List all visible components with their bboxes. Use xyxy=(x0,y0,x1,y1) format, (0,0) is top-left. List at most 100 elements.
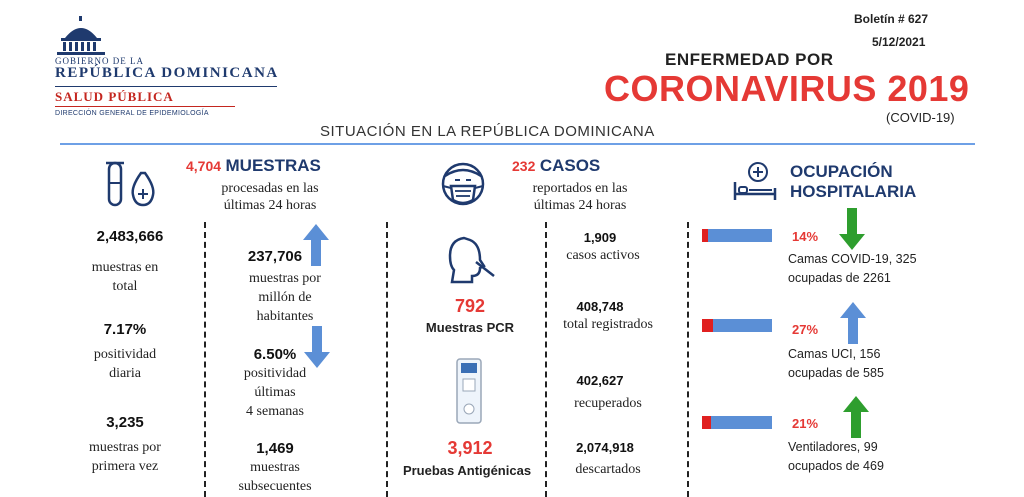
positividad-semanas-label-3: 4 semanas xyxy=(246,404,304,419)
total-registrados-label: total registrados xyxy=(563,317,653,332)
positividad-semanas-label: positividad últimas 4 semanas xyxy=(215,364,335,421)
muestras-header-sub-1: procesadas en las xyxy=(221,181,319,196)
muestras-total-label-2: total xyxy=(112,279,138,294)
muestras-header-word: MUESTRAS xyxy=(225,156,321,175)
subsecuentes-label-2: subsecuentes xyxy=(238,479,312,494)
occupancy-bar-ventiladores xyxy=(702,416,772,429)
antigen-label: Pruebas Antigénicas xyxy=(402,463,532,478)
logo-divider-red xyxy=(55,106,235,107)
primera-vez-label-1: muestras por xyxy=(89,440,161,455)
title-paren: (COVID-19) xyxy=(886,110,955,125)
recuperados-value: 402,627 xyxy=(576,373,624,388)
test-tube-blood-drop-icon xyxy=(106,161,155,207)
positividad-semanas-label-1: positividad xyxy=(243,366,307,381)
arrow-up-green-icon xyxy=(843,396,869,438)
camas-covid-label: Camas COVID-19, 325 ocupadas de 2261 xyxy=(788,250,978,288)
arrow-down-icon xyxy=(304,326,330,368)
page-subtitle: SITUACIÓN EN LA REPÚBLICA DOMINICANA xyxy=(320,123,655,140)
antigen-test-icon xyxy=(456,358,482,424)
pcr-label: Muestras PCR xyxy=(425,320,515,335)
camas-uci-label-1: Camas UCI, 156 xyxy=(788,347,881,361)
casos-activos-value: 1,909 xyxy=(583,230,617,245)
arrow-up-blue-icon xyxy=(840,302,866,344)
logo-line-3: SALUD PÚBLICA xyxy=(55,89,174,104)
descartados-label: descartados xyxy=(575,462,641,477)
muestras-millon-value: 237,706 xyxy=(247,248,303,265)
muestras-header: 4,704 MUESTRAS xyxy=(186,156,386,176)
primera-vez-value: 3,235 xyxy=(106,414,144,431)
casos-header-word: CASOS xyxy=(539,156,601,175)
camas-uci-pct: 27% xyxy=(792,322,819,337)
camas-uci-label-2: ocupadas de 585 xyxy=(788,366,884,380)
occupancy-bar-camas-uci xyxy=(702,319,772,332)
logo-line-1: GOBIERNO DE LA xyxy=(55,56,144,66)
occupancy-fill xyxy=(702,319,713,332)
positividad-diaria-label: positividad diaria xyxy=(65,345,185,383)
nasal-swab-icon xyxy=(448,236,495,284)
casos-header-number: 232 xyxy=(512,158,536,174)
muestras-millon-label: muestras por millón de habitantes xyxy=(225,269,345,326)
positividad-diaria-value: 7.17% xyxy=(103,321,147,338)
occupancy-bar-camas-covid xyxy=(702,229,772,242)
muestras-total-value: 2,483,666 xyxy=(96,228,164,245)
masked-face-icon xyxy=(441,162,485,206)
logo-line-2: REPÚBLICA DOMINICANA xyxy=(55,65,279,81)
casos-header-sub: reportados en las últimas 24 horas xyxy=(505,180,655,214)
recuperados-label: recuperados xyxy=(574,396,642,411)
bulletin-date: 5/12/2021 xyxy=(872,35,926,49)
casos-header-sub-2: últimas 24 horas xyxy=(533,198,627,213)
ocupacion-header-line-1: OCUPACIÓN xyxy=(790,162,893,181)
positividad-semanas-value: 6.50% xyxy=(253,346,297,363)
total-registrados-value: 408,748 xyxy=(576,299,624,314)
title-small: ENFERMEDAD POR xyxy=(665,50,834,69)
muestras-millon-label-1: muestras por xyxy=(249,271,321,286)
subsecuentes-value: 1,469 xyxy=(256,440,294,457)
government-logo: GOBIERNO DE LA REPÚBLICA DOMINICANA SALU… xyxy=(55,16,285,126)
hospital-bed-icon xyxy=(733,162,777,200)
ventiladores-label-1: Ventiladores, 99 xyxy=(788,440,878,454)
ventiladores-label: Ventiladores, 99 ocupados de 469 xyxy=(788,438,978,476)
arrow-down-green-icon xyxy=(839,208,865,250)
camas-covid-label-1: Camas COVID-19, 325 xyxy=(788,252,917,266)
header-rule xyxy=(60,143,975,145)
camas-covid-label-2: ocupadas de 2261 xyxy=(788,271,891,285)
casos-header-sub-1: reportados en las xyxy=(532,181,628,196)
positividad-diaria-label-1: positividad xyxy=(93,347,157,362)
palace-dome-icon xyxy=(57,16,105,55)
casos-divider xyxy=(545,222,547,497)
occupancy-fill xyxy=(702,416,711,429)
primera-vez-label-2: primera vez xyxy=(91,459,159,474)
muestras-millon-label-3: habitantes xyxy=(256,309,314,324)
positividad-semanas-label-2: últimas xyxy=(254,385,296,400)
occupancy-fill xyxy=(702,229,708,242)
muestras-header-sub-2: últimas 24 horas xyxy=(223,198,317,213)
ocupacion-header: OCUPACIÓN HOSPITALARIA xyxy=(790,162,916,202)
primera-vez-label: muestras por primera vez xyxy=(65,438,185,476)
logo-line-4: DIRECCIÓN GENERAL DE EPIDEMIOLOGÍA xyxy=(55,110,209,117)
section-divider-2 xyxy=(687,222,689,497)
antigen-value: 3,912 xyxy=(447,438,493,458)
muestras-divider xyxy=(204,222,206,497)
bulletin-number: Boletín # 627 xyxy=(854,12,929,26)
ocupacion-header-line-2: HOSPITALARIA xyxy=(790,182,917,201)
muestras-total-label: muestras en total xyxy=(65,258,185,296)
ventiladores-pct: 21% xyxy=(792,416,819,431)
positividad-diaria-label-2: diaria xyxy=(109,366,141,381)
subsecuentes-label: muestras subsecuentes xyxy=(215,458,335,496)
muestras-header-sub: procesadas en las últimas 24 horas xyxy=(190,180,350,214)
casos-header: 232 CASOS xyxy=(512,156,662,176)
casos-activos-label: casos activos xyxy=(566,248,640,263)
title-big: CORONAVIRUS 2019 xyxy=(604,68,970,109)
descartados-value: 2,074,918 xyxy=(576,440,634,455)
arrow-up-icon xyxy=(303,224,329,266)
muestras-millon-label-2: millón de xyxy=(258,290,312,305)
logo-divider xyxy=(55,86,277,87)
ventiladores-label-2: ocupados de 469 xyxy=(788,459,884,473)
camas-uci-label: Camas UCI, 156 ocupadas de 585 xyxy=(788,345,978,383)
muestras-total-label-1: muestras en xyxy=(91,260,159,275)
muestras-header-number: 4,704 xyxy=(186,158,222,174)
subsecuentes-label-1: muestras xyxy=(250,460,300,475)
section-divider-1 xyxy=(386,222,388,497)
pcr-value: 792 xyxy=(454,296,486,316)
camas-covid-pct: 14% xyxy=(792,229,819,244)
